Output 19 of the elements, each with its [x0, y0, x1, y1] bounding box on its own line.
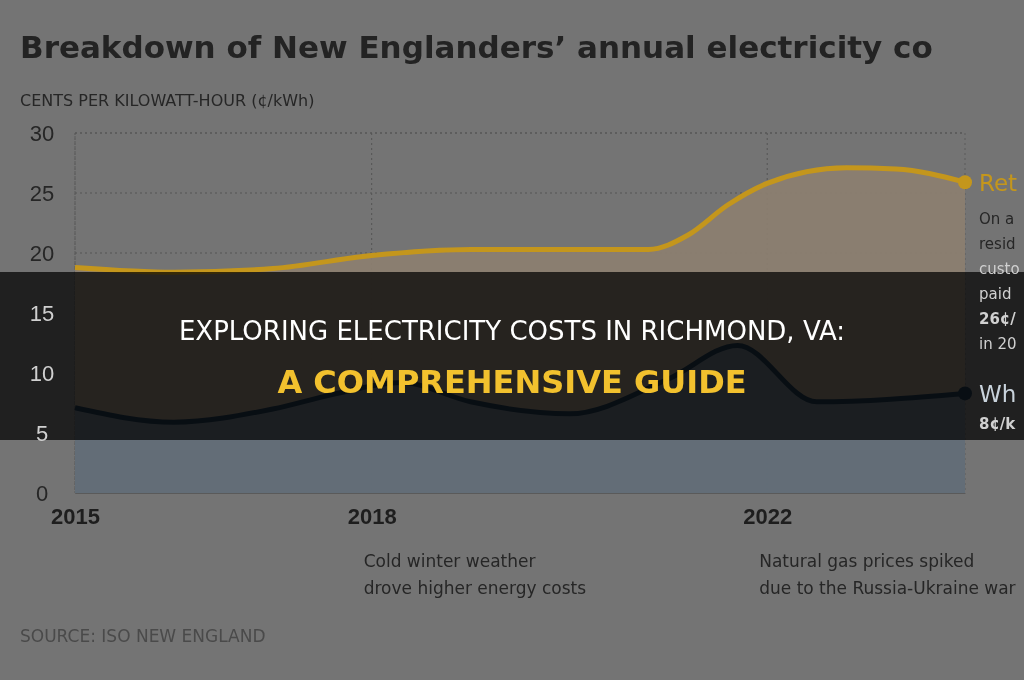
x-tick-label: 2018 [347, 504, 397, 529]
x-tick-label: 2022 [743, 504, 793, 529]
annotation: 8¢/k [979, 415, 1017, 434]
x-tick-label: 2015 [51, 504, 100, 529]
y-axis-title: CENTS PER KILOWATT-HOUR (¢/kWh) [20, 91, 315, 110]
y-tick-label: 15 [29, 300, 55, 326]
y-tick-label: 0 [35, 480, 49, 506]
y-tick-label: 20 [29, 240, 55, 266]
text: Cold winter weather drove higher energy costs [363, 551, 587, 598]
text: Breakdown of New Englanders’ annual electricity co [20, 29, 933, 65]
text: A COMPREHENSIVE GUIDE [277, 363, 747, 401]
series-label: Ret [979, 170, 1018, 197]
text: Natural gas prices spiked due to the Russia-Ukraine war [759, 551, 1016, 598]
y-tick-label: 10 [29, 360, 55, 386]
series-label: Wh [979, 381, 1017, 408]
text: EXPLORING ELECTRICITY COSTS IN RICHMOND, VA: [178, 316, 846, 346]
y-tick-label: 30 [29, 120, 55, 146]
y-tick-label: 5 [35, 420, 49, 446]
y-tick-label: 25 [29, 180, 55, 206]
